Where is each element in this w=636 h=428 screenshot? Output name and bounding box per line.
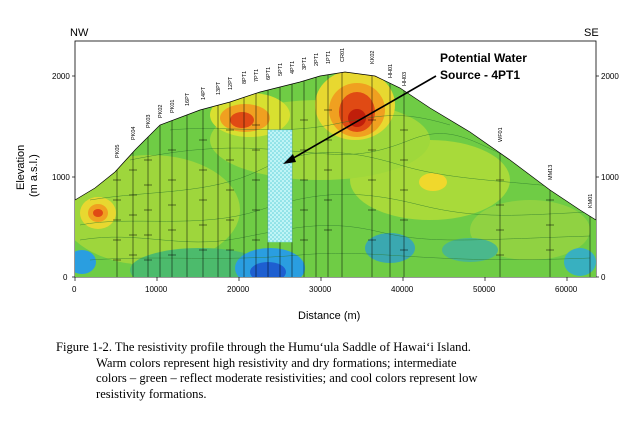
well-label: MM13 [548,165,554,180]
well-label: 16PT [185,92,191,106]
y-tick-label-right: 0 [601,273,606,282]
nw-label: NW [70,27,89,39]
annotation-arrow [283,75,437,164]
y-tick-label-right: 2000 [601,72,619,81]
caption-line-3: colors – green – reflect moderate resist… [96,371,478,385]
well-label: HH01 [388,64,394,78]
x-tick-label: 40000 [391,285,414,294]
caption-line-1: Figure 1-2. The resistivity profile thro… [56,340,471,354]
x-tick-label: 30000 [309,285,332,294]
well-label: 4PT1 [290,61,296,74]
well-label: HH03 [402,72,408,86]
well-label: PK03 [146,115,152,128]
x-tick-label: 50000 [473,285,496,294]
well-label: CR01 [340,48,346,62]
y-tick-label: 0 [63,273,68,282]
well-label: 6PT1 [266,67,272,80]
well-label: WF01 [498,127,504,142]
x-tick-label: 20000 [227,285,250,294]
caption-line-2: Warm colors represent high resistivity a… [96,355,457,370]
well-label: PK04 [131,127,137,140]
y-axis-label-units: (m a.s.l.) [28,154,40,197]
figure-caption: Figure 1-2. The resistivity profile thro… [56,340,576,402]
well-label: 13PT [216,81,222,95]
resistivity-section [75,72,596,277]
annotation-line1: Potential Water [440,51,527,65]
well-label: KK02 [370,51,376,64]
resistivity-profile-figure: NW SE [15,27,619,322]
well-label: 5PT1 [278,63,284,76]
well-label: 7PT1 [254,69,260,82]
caption-line-4: resistivity formations. [96,386,207,401]
x-tick-label: 10000 [145,285,168,294]
well-labels: PK05 PK04 PK03 PK02 PK01 16PT 14PT 13PT … [115,48,594,208]
y-tick-label-right: 1000 [601,173,619,182]
se-label: SE [584,27,599,39]
water-source-zone [267,129,293,243]
well-label: 1PT1 [326,51,332,64]
x-axis [74,277,568,281]
well-label: 8PT1 [242,71,248,84]
annotation-line2: Source - 4PT1 [440,68,520,82]
well-label: KM01 [588,194,594,208]
y-tick-label: 1000 [52,173,70,182]
x-tick-label: 60000 [555,285,578,294]
x-tick-label: 0 [72,285,77,294]
well-label: PK05 [115,145,121,158]
well-label: 14PT [201,86,207,100]
terrain-surface [74,71,597,221]
well-label: PK02 [158,105,164,118]
well-label: 3PT1 [302,57,308,70]
well-label: 2PT1 [314,53,320,66]
well-label: PK01 [170,100,176,113]
y-axis-label: Elevation [15,145,27,190]
y-tick-label: 2000 [52,72,70,81]
y-axis [72,75,599,278]
x-axis-label: Distance (m) [298,310,360,322]
well-label: 12PT [228,76,234,90]
